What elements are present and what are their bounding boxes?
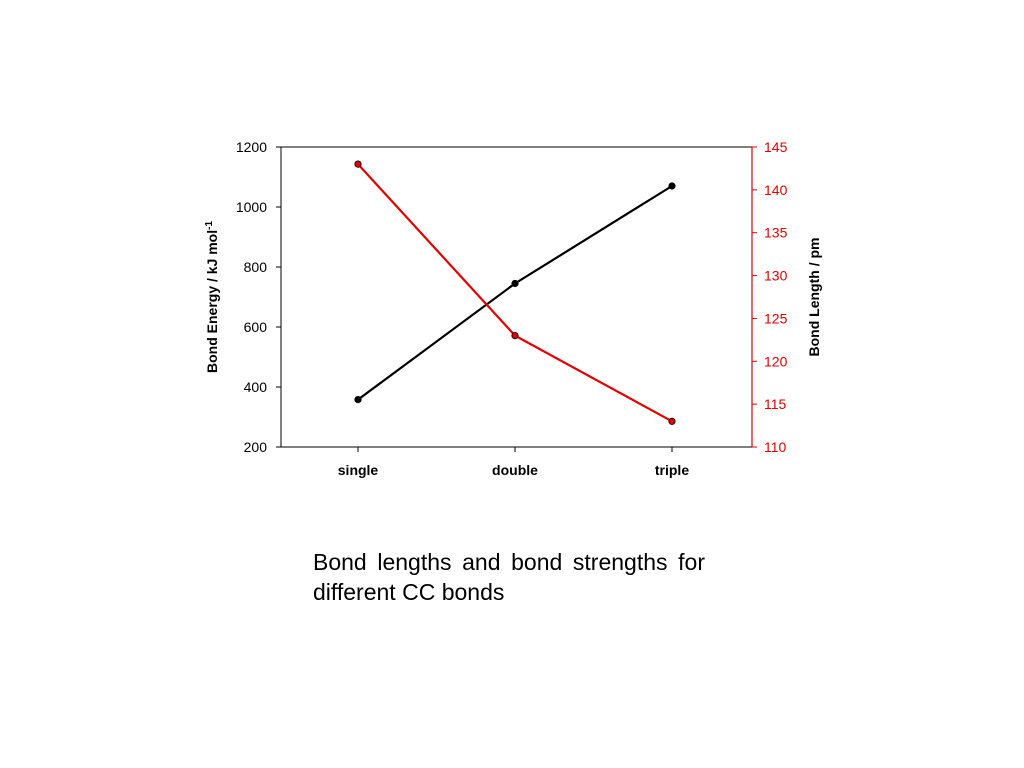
right-series-point <box>511 331 519 340</box>
category-labels: single double triple <box>338 447 689 478</box>
series <box>354 160 676 425</box>
left-tick-label: 1200 <box>236 139 267 155</box>
right-tick-label: 130 <box>764 268 788 284</box>
left-tick-label: 400 <box>244 379 268 395</box>
x-tick-label: single <box>338 462 379 478</box>
left-tick-label: 600 <box>244 319 268 335</box>
right-series-point <box>668 417 676 425</box>
slide-caption: Bond lengths and bond strengths for diff… <box>313 549 705 605</box>
left-axis-title: Bond Energy / kJ mol-1 <box>204 221 221 373</box>
right-axis-ticks: 145 140 135 130 125 120 115 110 <box>752 139 788 455</box>
left-tick-label: 200 <box>244 439 268 455</box>
x-tick-label: triple <box>655 462 689 478</box>
x-tick-label: double <box>492 462 538 478</box>
right-tick-label: 135 <box>764 225 788 241</box>
right-tick-label: 115 <box>764 396 787 412</box>
left-axis-title-main: Bond Energy / kJ mol <box>204 230 220 373</box>
left-tick-label: 800 <box>244 259 268 275</box>
right-tick-label: 120 <box>764 353 788 369</box>
left-axis-ticks: 1200 1000 800 600 400 200 <box>236 139 281 455</box>
left-series-point <box>354 395 362 404</box>
right-series-point <box>354 160 362 168</box>
left-series-point <box>668 182 676 190</box>
right-series-line <box>357 163 673 423</box>
left-series-point <box>511 279 519 288</box>
right-tick-label: 110 <box>764 439 787 455</box>
right-tick-label: 140 <box>764 182 788 198</box>
left-series-line <box>357 185 673 401</box>
right-axis-title: Bond Length / pm <box>806 238 822 357</box>
right-tick-label: 145 <box>764 139 788 155</box>
left-tick-label: 1000 <box>236 199 267 215</box>
left-axis-title-sup: -1 <box>204 221 215 230</box>
axes <box>280 146 753 448</box>
right-tick-label: 125 <box>764 310 788 326</box>
